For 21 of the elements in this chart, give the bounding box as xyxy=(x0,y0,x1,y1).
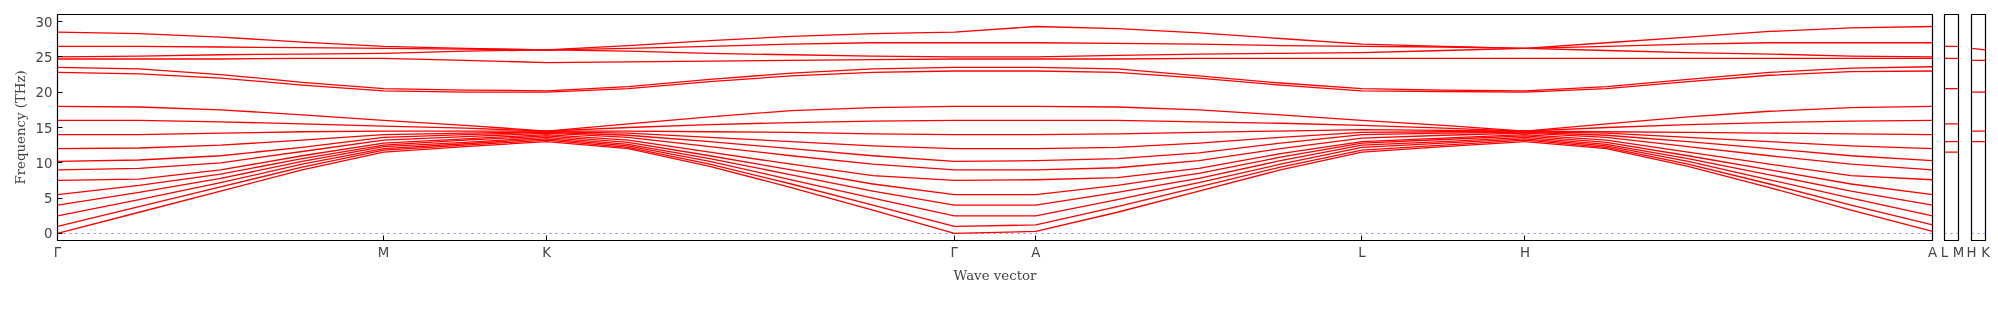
y-tick-label: 25 xyxy=(35,49,53,65)
x-tick-label: A xyxy=(1031,244,1041,260)
y-axis-title: Frequency (THz) xyxy=(12,70,28,185)
x-tick-label: Γ xyxy=(53,244,62,260)
y-tick-label: 10 xyxy=(35,155,53,171)
x-tick-label: H xyxy=(1519,244,1530,260)
x-tick-label: K xyxy=(542,244,553,260)
y-tick-label: 20 xyxy=(35,85,53,101)
x-tick-label: L xyxy=(1358,244,1367,260)
y-tick-label: 0 xyxy=(44,226,53,242)
x-axis-title: Wave vector xyxy=(953,267,1038,283)
x-tick-label: L xyxy=(1940,244,1949,260)
x-tick-label: A xyxy=(1927,244,1938,260)
x-tick-label: Γ xyxy=(950,244,959,260)
x-tick-label: M xyxy=(1952,244,1965,260)
x-tick-label: H xyxy=(1966,244,1977,260)
y-tick-label: 30 xyxy=(35,14,53,30)
y-tick-label: 15 xyxy=(35,120,53,136)
y-tick-label: 5 xyxy=(44,191,53,207)
x-tick-label: K xyxy=(1981,244,1992,260)
x-tick-label: M xyxy=(377,244,390,260)
